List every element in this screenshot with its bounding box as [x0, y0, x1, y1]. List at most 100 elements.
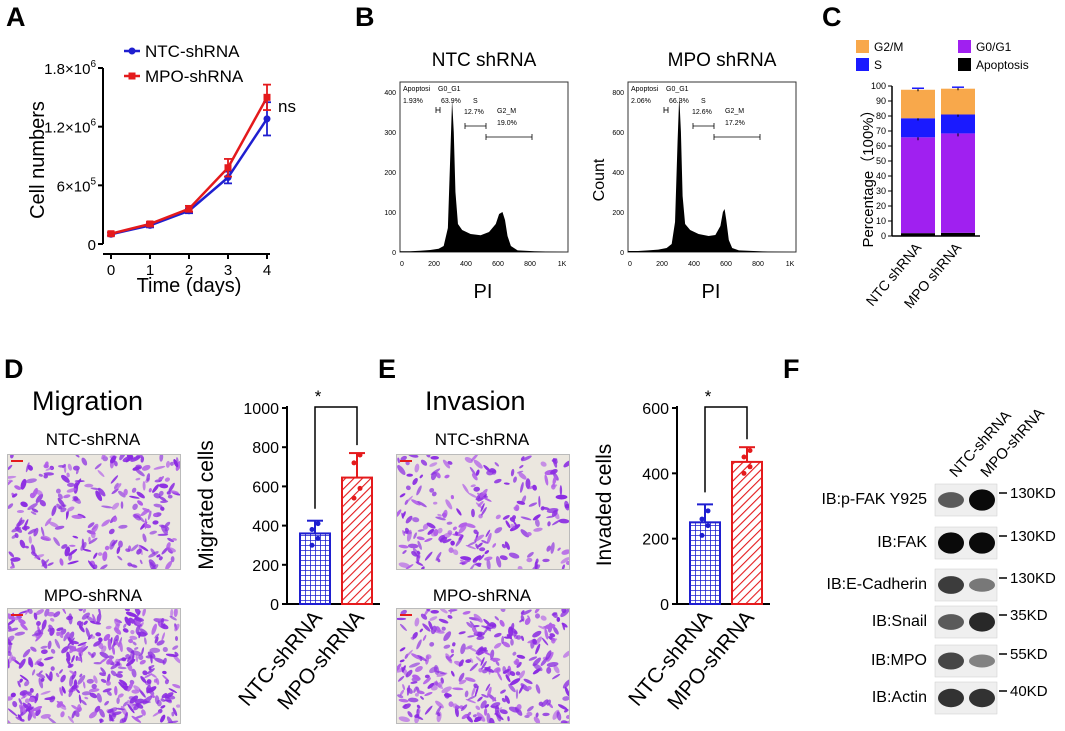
stained-cell	[127, 562, 133, 567]
stained-cell	[140, 456, 145, 463]
stained-cell	[435, 516, 446, 521]
stained-cell	[101, 645, 107, 653]
blot-band-ntc	[938, 614, 964, 630]
stained-cell	[427, 682, 435, 689]
stained-cell	[562, 696, 569, 701]
stained-cell	[81, 612, 90, 620]
stained-cell	[8, 635, 15, 643]
stained-cell	[450, 649, 455, 654]
stained-cell	[399, 647, 406, 652]
stained-cell	[516, 661, 522, 668]
stained-cell	[84, 696, 89, 700]
stained-cell	[67, 506, 75, 512]
stained-cell	[510, 622, 515, 631]
invasion-datapoint	[747, 464, 753, 470]
stained-cell	[565, 560, 569, 565]
stained-cell	[399, 623, 407, 631]
stained-cell	[491, 623, 497, 629]
stained-cell	[172, 707, 178, 717]
stained-cell	[68, 688, 74, 698]
stained-cell	[420, 696, 424, 700]
legend-mpo-marker	[128, 72, 136, 80]
stained-cell	[174, 636, 179, 641]
stained-cell	[422, 623, 431, 632]
stained-cell	[175, 704, 180, 708]
stained-cell	[78, 609, 83, 612]
stained-cell	[73, 465, 80, 471]
migration-datapoint	[351, 460, 357, 466]
stained-cell	[104, 700, 109, 706]
stained-cell	[430, 685, 438, 691]
migration-ytick-label: 400	[252, 519, 279, 536]
stained-cell	[152, 520, 159, 525]
stained-cell	[22, 648, 31, 658]
stained-cell	[565, 714, 569, 719]
stained-cell	[433, 529, 439, 537]
legend-mpo-label: MPO-shRNA	[145, 67, 244, 86]
stained-cell	[499, 555, 508, 561]
blot-band-mpo	[969, 654, 995, 668]
stained-cell	[39, 628, 44, 637]
migration-ylabel: Migrated cells	[195, 440, 218, 570]
stained-cell	[119, 455, 127, 461]
stained-cell	[419, 474, 423, 479]
stained-cell	[136, 491, 145, 499]
stained-cell	[115, 658, 120, 664]
stained-cell	[172, 538, 177, 541]
stained-cell	[133, 685, 141, 692]
stained-cell	[117, 490, 126, 498]
stained-cell	[117, 555, 123, 561]
stained-cell	[511, 515, 517, 520]
stained-cell	[141, 464, 151, 471]
stained-cell	[549, 633, 556, 638]
stained-cell	[77, 675, 86, 685]
stained-cell	[131, 715, 142, 723]
migration-datapoint	[351, 495, 357, 501]
stained-cell	[462, 610, 471, 615]
flow-left-xtick-label: 600	[492, 261, 504, 268]
stained-cell	[18, 618, 26, 625]
stained-cell	[165, 561, 173, 569]
stained-cell	[130, 544, 139, 552]
stained-cell	[532, 514, 541, 521]
stained-cell	[435, 626, 441, 633]
growth-curve-chart: 0 6×105 1.2×106 1.8×106 0 1 2 3 4 Cell numbers T…	[27, 42, 296, 297]
stained-cell	[105, 625, 112, 630]
stained-cell	[426, 609, 431, 612]
stained-cell	[482, 496, 492, 502]
stained-cell	[167, 537, 175, 543]
stained-cell	[101, 519, 111, 527]
stained-cell	[172, 645, 179, 650]
stained-cell	[480, 503, 485, 512]
stained-cell	[431, 491, 437, 497]
stained-cell	[108, 655, 115, 659]
stained-cell	[51, 505, 57, 517]
blot-marker-label: 130KD	[1010, 485, 1056, 502]
stained-cell	[158, 476, 163, 481]
growth-point-mpo	[224, 164, 232, 172]
stained-cell	[71, 655, 75, 663]
stained-cell	[110, 455, 117, 464]
stained-cell	[164, 477, 171, 482]
stained-cell	[485, 529, 491, 538]
stacked-segment-apoptosis	[941, 232, 975, 236]
stained-cell	[22, 702, 30, 711]
stained-cell	[10, 557, 21, 562]
stained-cell	[135, 464, 143, 470]
stained-cell	[429, 616, 438, 621]
stained-cell	[117, 666, 127, 670]
stained-cell	[167, 494, 173, 499]
stained-cell	[69, 670, 77, 676]
stained-cell	[38, 677, 44, 689]
stained-cell	[513, 660, 519, 666]
stained-cell	[81, 457, 88, 466]
stained-cell	[476, 635, 485, 640]
stained-cell	[405, 495, 413, 504]
stained-cell	[523, 678, 533, 685]
stained-cell	[139, 659, 146, 665]
stained-cell	[71, 514, 83, 519]
stained-cell	[131, 668, 137, 678]
stained-cell	[413, 686, 417, 694]
invasion-mpo-micrograph	[396, 608, 570, 724]
stained-cell	[406, 529, 412, 542]
